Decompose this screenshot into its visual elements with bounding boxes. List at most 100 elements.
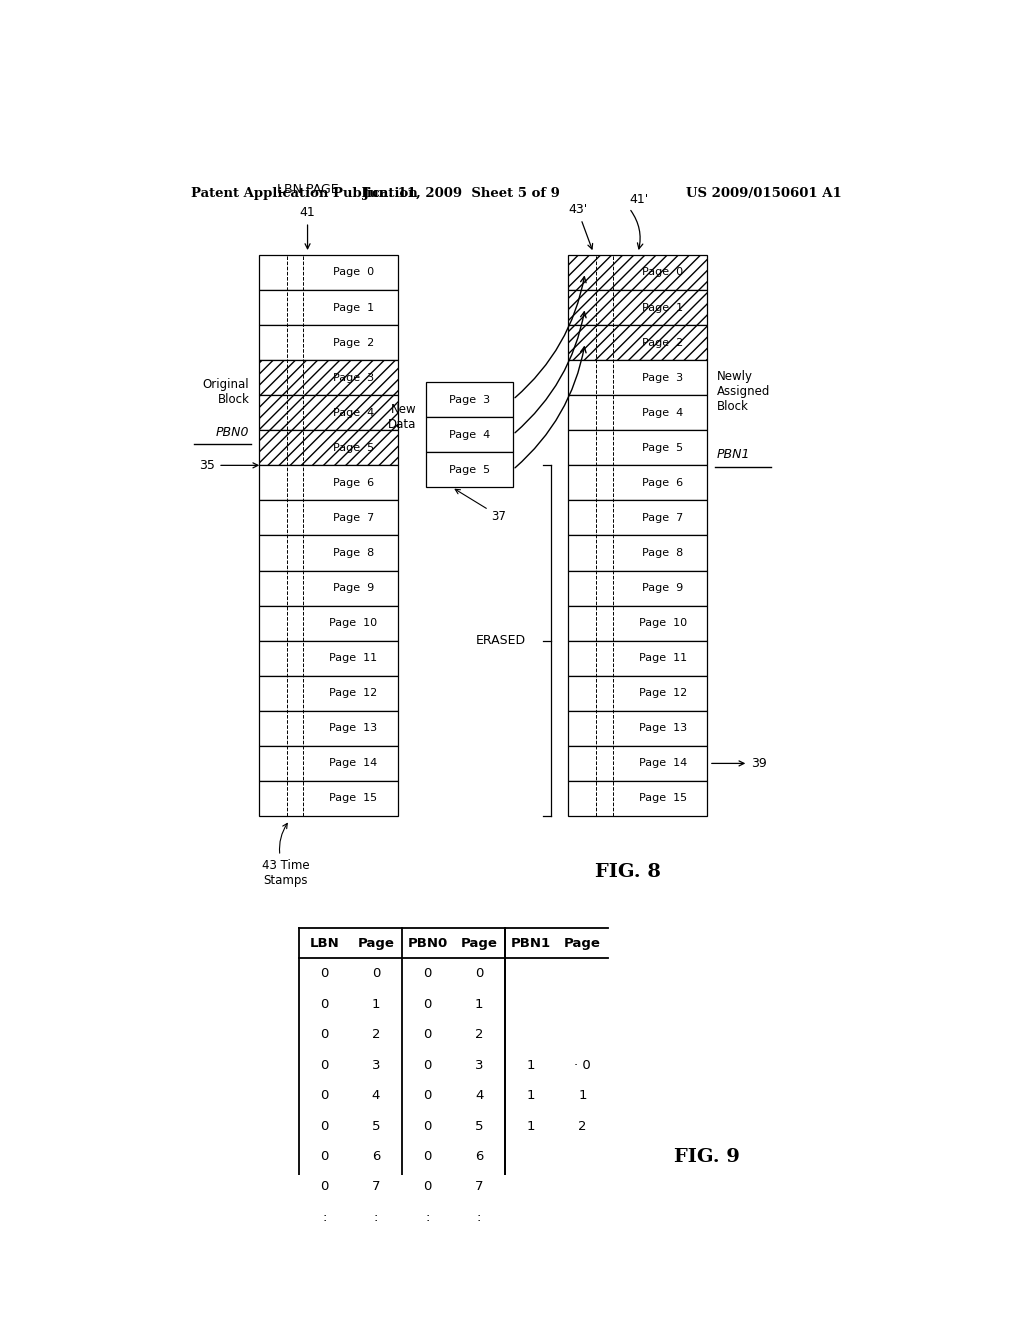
Bar [426,417,513,453]
Text: 4: 4 [372,1089,380,1102]
Text: 0: 0 [321,1150,329,1163]
Text: PBN0: PBN0 [216,425,250,438]
Text: Jun. 11, 2009  Sheet 5 of 9: Jun. 11, 2009 Sheet 5 of 9 [362,187,560,201]
Text: Page  1: Page 1 [642,302,683,313]
Text: 0: 0 [423,998,432,1011]
Text: Newly
Assigned
Block: Newly Assigned Block [717,370,770,413]
Bar [259,395,397,430]
Text: 37: 37 [456,490,506,523]
Text: 5: 5 [475,1119,483,1133]
Text: Page  6: Page 6 [333,478,374,488]
Text: Page  2: Page 2 [642,338,683,347]
Text: Page  10: Page 10 [639,618,687,628]
Text: PBN1: PBN1 [717,449,751,461]
Bar [568,395,708,430]
Bar [568,466,708,500]
Bar [568,325,708,360]
Text: LBN PAGE: LBN PAGE [276,183,338,195]
Bar [568,430,708,466]
Text: 41': 41' [629,193,648,206]
Text: Page  0: Page 0 [642,268,683,277]
Text: 0: 0 [423,1150,432,1163]
Text: Page  9: Page 9 [642,583,683,593]
Text: Page  3: Page 3 [642,372,683,383]
Text: :: : [477,1210,481,1224]
Text: 6: 6 [372,1150,380,1163]
Text: 1: 1 [579,1089,587,1102]
Text: 1: 1 [372,998,380,1011]
Text: 43': 43' [568,203,593,249]
Text: 2: 2 [475,1028,483,1041]
Bar [568,606,708,640]
Text: 0: 0 [321,1089,329,1102]
Text: Page: Page [461,937,498,949]
Text: US 2009/0150601 A1: US 2009/0150601 A1 [686,187,842,201]
Bar [259,325,397,360]
Bar [568,746,708,781]
Text: 1: 1 [475,998,483,1011]
Text: ERASED: ERASED [476,634,526,647]
Bar [259,781,397,816]
Text: Page  5: Page 5 [449,465,489,475]
Text: 0: 0 [423,1119,432,1133]
Text: Page  4: Page 4 [333,408,374,417]
Bar [259,255,397,290]
Text: 0: 0 [321,968,329,979]
Text: Page  3: Page 3 [449,395,489,404]
Text: New
Data: New Data [388,403,416,432]
Text: PBN1: PBN1 [511,937,551,949]
Text: 3: 3 [372,1059,380,1072]
Text: Patent Application Publication: Patent Application Publication [191,187,418,201]
Text: Page  6: Page 6 [642,478,683,488]
Text: Page  1: Page 1 [333,302,374,313]
Text: Page  12: Page 12 [330,688,378,698]
Text: Page  3: Page 3 [333,372,374,383]
Text: 0: 0 [321,1119,329,1133]
Bar [568,640,708,676]
Text: · 0: · 0 [574,1059,591,1072]
Text: Page  7: Page 7 [333,513,374,523]
Bar [568,255,708,290]
Text: Page  8: Page 8 [333,548,374,558]
Bar [568,570,708,606]
Text: PBN0: PBN0 [408,937,447,949]
Text: 43 Time
Stamps: 43 Time Stamps [262,824,309,887]
Bar [259,290,397,325]
Bar [259,606,397,640]
Text: :: : [425,1210,430,1224]
Bar [259,430,397,466]
Text: Page  9: Page 9 [333,583,374,593]
Bar [259,710,397,746]
Text: FIG. 8: FIG. 8 [595,863,660,880]
Text: Page  5: Page 5 [333,442,374,453]
Bar [568,781,708,816]
Text: 41: 41 [300,206,315,248]
Text: 5: 5 [372,1119,380,1133]
Text: Page  8: Page 8 [642,548,683,558]
Text: 0: 0 [423,1180,432,1193]
Bar [259,536,397,570]
Text: Page  13: Page 13 [639,723,687,734]
Text: 0: 0 [321,1059,329,1072]
Text: Page  4: Page 4 [642,408,683,417]
Text: Page  11: Page 11 [330,653,378,663]
Text: 2: 2 [372,1028,380,1041]
Text: Page  15: Page 15 [330,793,378,804]
Text: 39: 39 [712,756,767,770]
Bar [259,676,397,710]
Bar [568,536,708,570]
Text: Page  15: Page 15 [639,793,687,804]
Text: 0: 0 [321,998,329,1011]
Text: Page: Page [357,937,394,949]
Text: Original
Block: Original Block [203,378,250,405]
Bar [568,360,708,395]
Text: Page  11: Page 11 [639,653,687,663]
Text: Page  5: Page 5 [642,442,683,453]
Text: FIG. 9: FIG. 9 [675,1147,740,1166]
Bar [568,710,708,746]
Text: 0: 0 [423,1089,432,1102]
Text: Page  12: Page 12 [639,688,687,698]
Text: 1: 1 [526,1089,535,1102]
Bar [426,453,513,487]
Text: 4: 4 [475,1089,483,1102]
